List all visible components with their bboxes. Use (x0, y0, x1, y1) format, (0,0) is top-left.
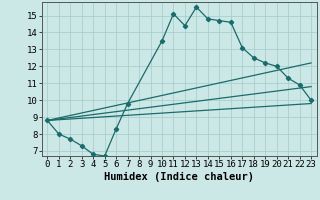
X-axis label: Humidex (Indice chaleur): Humidex (Indice chaleur) (104, 172, 254, 182)
